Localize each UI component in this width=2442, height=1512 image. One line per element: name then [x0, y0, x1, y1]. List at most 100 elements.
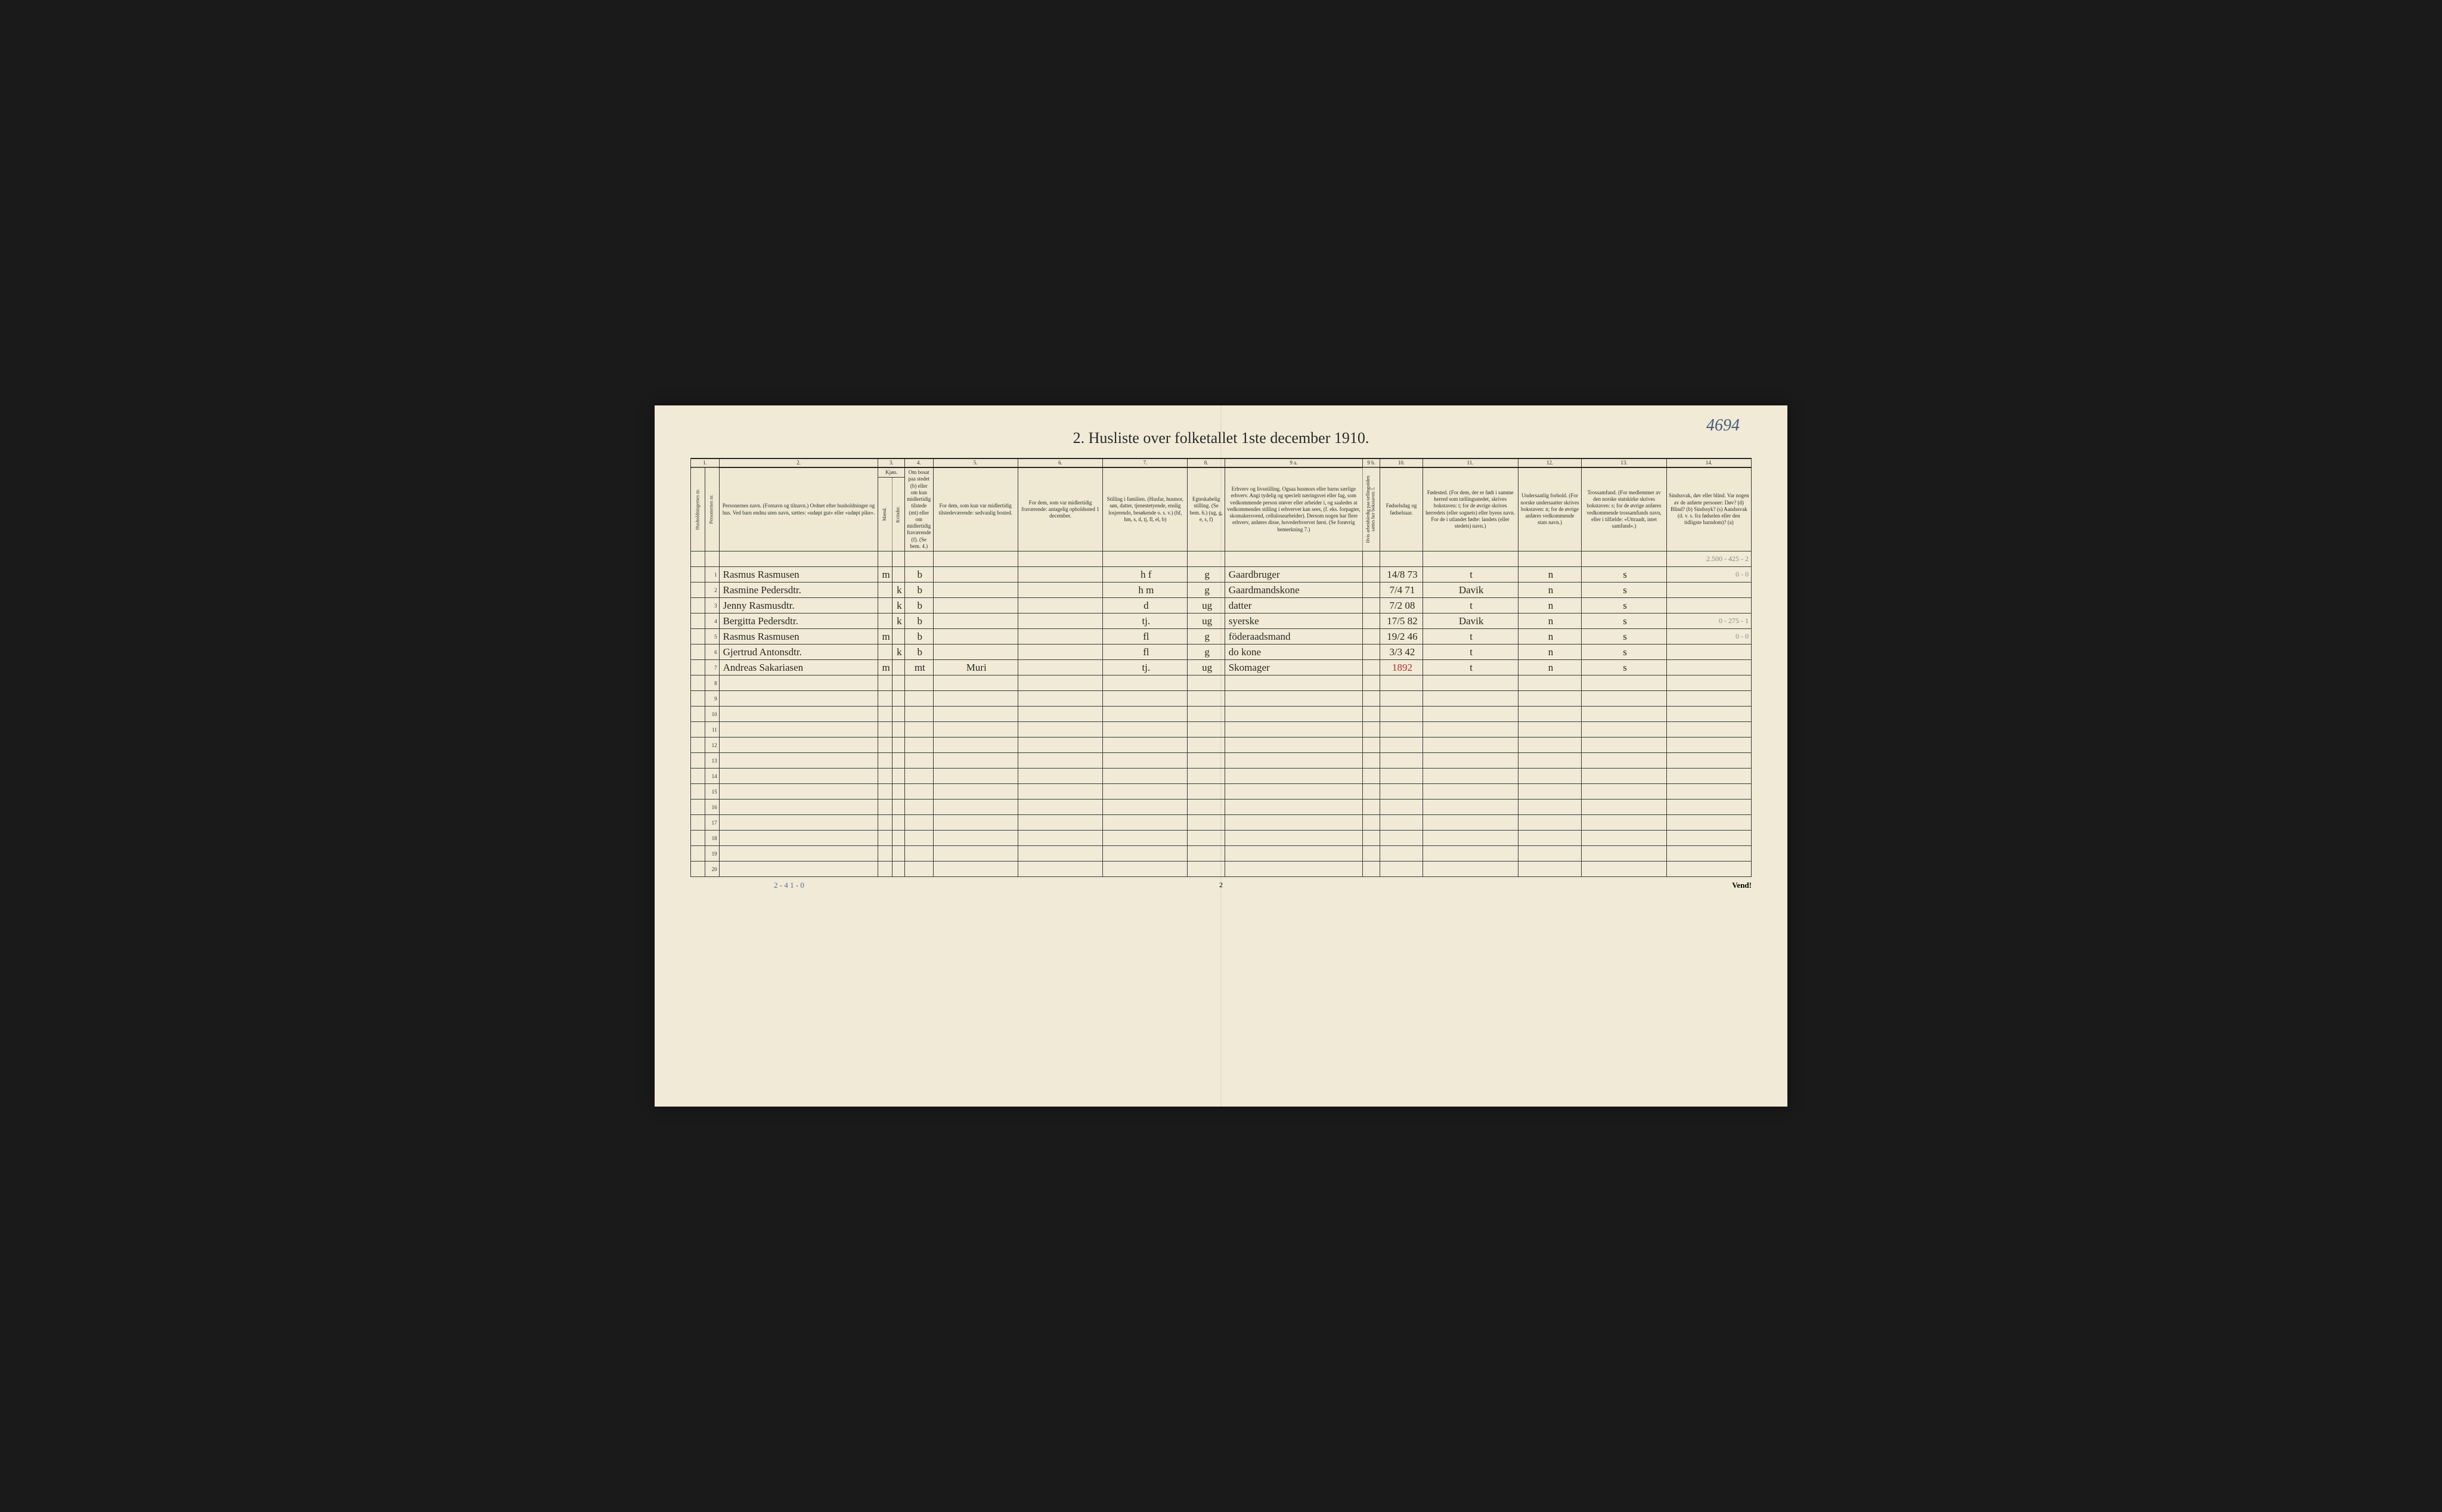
- c5: [933, 567, 1018, 583]
- table-row-empty: 17: [691, 815, 1752, 831]
- c9b: [1362, 629, 1380, 645]
- row-number: 9: [705, 691, 719, 707]
- c5: [933, 583, 1018, 598]
- sex-m: m: [878, 567, 892, 583]
- row-number: 1: [705, 567, 719, 583]
- hdr-kjon: Kjøn.: [878, 467, 905, 478]
- family-pos: d: [1103, 598, 1188, 614]
- table-row-empty: 16: [691, 800, 1752, 815]
- religion: s: [1582, 645, 1666, 660]
- row-number: 16: [705, 800, 719, 815]
- occupation: datter: [1225, 598, 1362, 614]
- c9b: [1362, 645, 1380, 660]
- c14-note: [1666, 598, 1751, 614]
- person-name: Jenny Rasmusdtr.: [719, 598, 878, 614]
- birthdate: 3/3 42: [1380, 645, 1423, 660]
- c9b: [1362, 660, 1380, 676]
- religion: s: [1582, 598, 1666, 614]
- colnum-9a: 9 a.: [1225, 458, 1362, 467]
- table-row: 6Gjertrud Antonsdtr.kbflgdo kone3/3 42tn…: [691, 645, 1752, 660]
- nationality: n: [1518, 614, 1582, 629]
- c6: [1018, 660, 1102, 676]
- c9b: [1362, 614, 1380, 629]
- table-row-empty: 8: [691, 676, 1752, 691]
- bosat: b: [905, 614, 933, 629]
- colnum-13: 13.: [1582, 458, 1666, 467]
- marital: ug: [1188, 614, 1225, 629]
- birthplace: t: [1423, 629, 1518, 645]
- person-name: Gjertrud Antonsdtr.: [719, 645, 878, 660]
- row-number: 14: [705, 769, 719, 784]
- colnum-7: 7.: [1103, 458, 1188, 467]
- c14-note: 0 - 0: [1666, 567, 1751, 583]
- table-row: 4Bergitta Pedersdtr.kbtj.ugsyerske17/5 8…: [691, 614, 1752, 629]
- hdr-9b: Hvis arbeidsledig paa tællingstiden sætt…: [1362, 467, 1380, 551]
- family-pos: h m: [1103, 583, 1188, 598]
- table-row-empty: 12: [691, 738, 1752, 753]
- sex-k: k: [892, 614, 904, 629]
- table-row: 1Rasmus Rasmusenmbh fgGaardbruger14/8 73…: [691, 567, 1752, 583]
- row-number: 20: [705, 862, 719, 877]
- birthplace: t: [1423, 645, 1518, 660]
- page-number: 2: [1219, 881, 1223, 890]
- table-row-empty: 18: [691, 831, 1752, 846]
- hdr-7: Stilling i familien. (Husfar, husmor, sø…: [1103, 467, 1188, 551]
- c5: [933, 598, 1018, 614]
- hdr-12: Undersaatlig forhold. (For norske unders…: [1518, 467, 1582, 551]
- family-pos: h f: [1103, 567, 1188, 583]
- c6: [1018, 614, 1102, 629]
- nationality: n: [1518, 583, 1582, 598]
- marital: g: [1188, 629, 1225, 645]
- sex-k: [892, 567, 904, 583]
- table-row: 7Andreas SakariasenmmtMuritj.ugSkomager1…: [691, 660, 1752, 676]
- page-footer: 2 - 4 1 - 0 2 Vend!: [690, 881, 1752, 890]
- person-name: Andreas Sakariasen: [719, 660, 878, 676]
- nationality: n: [1518, 660, 1582, 676]
- hdr-9a: Erhverv og livsstilling. Ogsaa husmors e…: [1225, 467, 1362, 551]
- row-number: 4: [705, 614, 719, 629]
- bottom-left-note: 2 - 4 1 - 0: [774, 881, 804, 890]
- colnum-10: 10.: [1380, 458, 1423, 467]
- birthdate: 7/4 71: [1380, 583, 1423, 598]
- birthplace: t: [1423, 567, 1518, 583]
- bosat: b: [905, 629, 933, 645]
- hdr-kvinder: Kvinder.: [892, 478, 904, 551]
- birthplace: t: [1423, 598, 1518, 614]
- row-number: 17: [705, 815, 719, 831]
- colnum-2: 2.: [719, 458, 878, 467]
- occupation: Skomager: [1225, 660, 1362, 676]
- c9b: [1362, 583, 1380, 598]
- person-name: Rasmus Rasmusen: [719, 629, 878, 645]
- occupation: syerske: [1225, 614, 1362, 629]
- table-row-empty: 19: [691, 846, 1752, 862]
- c5: [933, 645, 1018, 660]
- hdr-13: Trossamfund. (For medlemmer av den norsk…: [1582, 467, 1666, 551]
- c6: [1018, 645, 1102, 660]
- occupation: do kone: [1225, 645, 1362, 660]
- sex-m: m: [878, 660, 892, 676]
- row-number: 19: [705, 846, 719, 862]
- hdr-name: Personernes navn. (Fornavn og tilnavn.) …: [719, 467, 878, 551]
- religion: s: [1582, 614, 1666, 629]
- birthdate: 17/5 82: [1380, 614, 1423, 629]
- marital: g: [1188, 583, 1225, 598]
- row-number: 10: [705, 707, 719, 722]
- sex-m: [878, 598, 892, 614]
- row-number: 2: [705, 583, 719, 598]
- occupation: föderaadsmand: [1225, 629, 1362, 645]
- census-page: 4694 2. Husliste over folketallet 1ste d…: [655, 405, 1787, 1107]
- pencil-top-row: 2.500 - 425 - 2: [691, 551, 1752, 567]
- row-number: 13: [705, 753, 719, 769]
- person-name: Bergitta Pedersdtr.: [719, 614, 878, 629]
- bosat: b: [905, 645, 933, 660]
- census-table: 1. 2. 3. 4. 5. 6. 7. 8. 9 a. 9 b. 10. 11…: [690, 458, 1752, 877]
- religion: s: [1582, 583, 1666, 598]
- person-name: Rasmus Rasmusen: [719, 567, 878, 583]
- hdr-hush: Husholdningernes nr.: [691, 467, 705, 551]
- sex-k: k: [892, 598, 904, 614]
- birthdate: 19/2 46: [1380, 629, 1423, 645]
- c5: Muri: [933, 660, 1018, 676]
- c14-note: 0 - 0: [1666, 629, 1751, 645]
- sex-m: m: [878, 629, 892, 645]
- row-number: 15: [705, 784, 719, 800]
